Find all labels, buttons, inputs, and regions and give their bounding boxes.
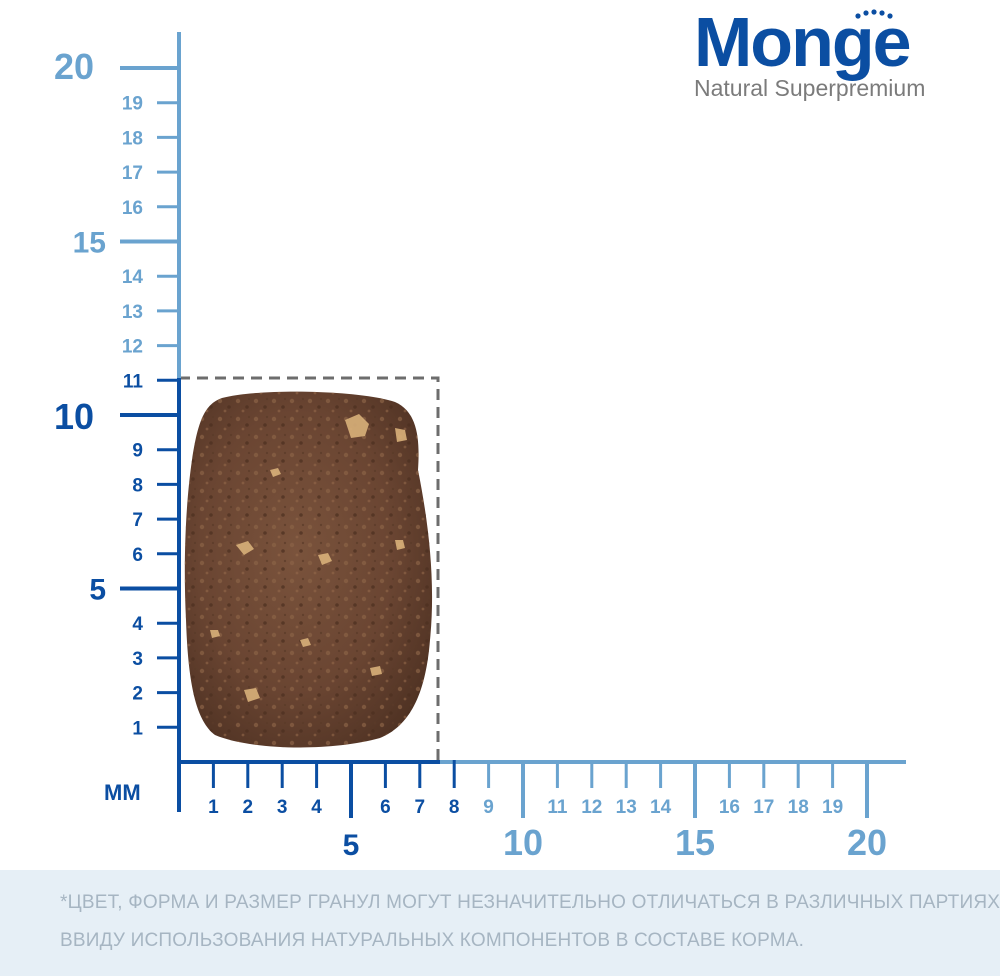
- x-major-tick-label: 15: [675, 822, 715, 863]
- y-minor-tick-label: 19: [122, 94, 143, 115]
- y-minor-tick-label: 11: [123, 371, 144, 392]
- disclaimer-footer: *ЦВЕТ, ФОРМА И РАЗМЕР ГРАНУЛ МОГУТ НЕЗНА…: [0, 870, 1000, 976]
- x-major-tick-label: 20: [847, 822, 887, 863]
- x-minor-tick-label: 1: [208, 797, 219, 818]
- x-minor-tick-label: 14: [650, 797, 672, 818]
- x-minor-tick-label: 17: [753, 797, 774, 818]
- crown-stars-icon: [855, 9, 893, 19]
- x-minor-tick-label: 8: [449, 797, 460, 818]
- x-major-tick-label: 10: [503, 822, 543, 863]
- y-minor-tick-label: 7: [132, 510, 143, 531]
- disclaimer-line-1: *ЦВЕТ, ФОРМА И РАЗМЕР ГРАНУЛ МОГУТ НЕЗНА…: [60, 892, 1000, 913]
- y-major-tick-label: 10: [54, 396, 94, 437]
- x-minor-tick-label: 7: [415, 797, 426, 818]
- y-minor-tick-label: 4: [132, 614, 143, 635]
- x-minor-tick-label: 9: [483, 797, 494, 818]
- x-minor-tick-label: 18: [788, 797, 809, 818]
- y-minor-tick-label: 8: [132, 475, 143, 496]
- unit-label: мм: [104, 780, 141, 805]
- y-minor-tick-label: 17: [122, 163, 143, 184]
- y-minor-tick-label: 14: [122, 267, 144, 288]
- x-minor-tick-label: 12: [581, 797, 602, 818]
- y-minor-tick-label: 12: [122, 337, 143, 358]
- monge-logo: Monge Natural Superpremium: [694, 3, 925, 101]
- y-major-tick-label: 5: [89, 574, 106, 607]
- y-minor-tick-label: 2: [132, 684, 143, 705]
- y-minor-tick-label: 13: [122, 302, 143, 323]
- y-minor-tick-label: 16: [122, 198, 143, 219]
- x-major-tick-label: 5: [343, 829, 360, 862]
- y-minor-tick-label: 3: [132, 649, 143, 670]
- disclaimer-line-2: ВВИДУ ИСПОЛЬЗОВАНИЯ НАТУРАЛЬНЫХ КОМПОНЕН…: [60, 930, 805, 951]
- x-minor-tick-label: 3: [277, 797, 288, 818]
- x-minor-tick-label: 16: [719, 797, 740, 818]
- y-minor-tick-label: 1: [132, 718, 143, 739]
- x-minor-tick-label: 4: [311, 797, 322, 818]
- x-minor-tick-label: 2: [243, 797, 254, 818]
- kibble-size-outline: [179, 376, 440, 760]
- x-minor-tick-label: 6: [380, 797, 391, 818]
- y-minor-tick-label: 9: [132, 441, 143, 462]
- y-major-tick-label: 15: [73, 227, 106, 260]
- x-minor-tick-label: 13: [616, 797, 637, 818]
- x-minor-tick-label: 11: [547, 797, 568, 818]
- brand-tagline: Natural Superpremium: [694, 75, 925, 101]
- y-minor-tick-label: 6: [132, 545, 143, 566]
- y-major-tick-label: 20: [54, 46, 94, 87]
- x-minor-tick-label: 19: [822, 797, 843, 818]
- y-minor-tick-label: 18: [122, 128, 143, 149]
- kibble-photo: [184, 391, 433, 748]
- brand-name: Monge: [694, 3, 910, 81]
- size-ruler-graphic: Monge Natural Superpremium: [54, 3, 925, 863]
